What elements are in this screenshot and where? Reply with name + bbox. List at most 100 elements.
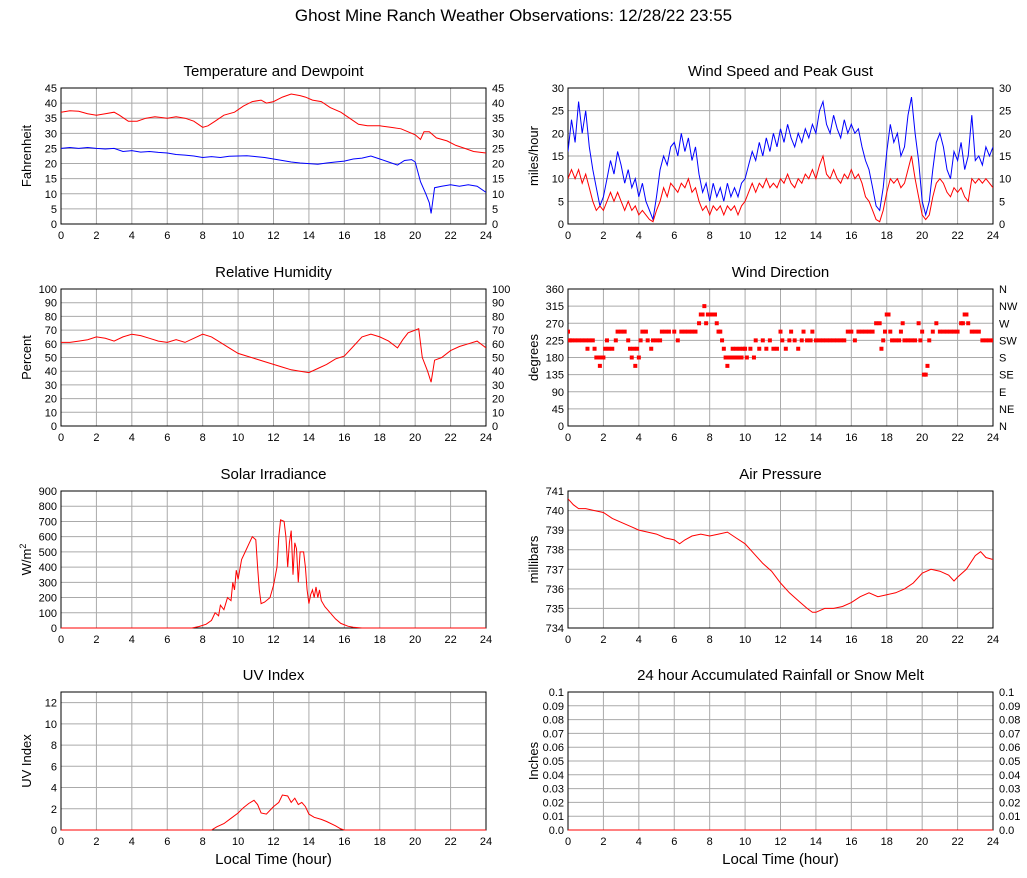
y-tick-label: 0.06 xyxy=(543,742,564,754)
data-point xyxy=(744,355,749,360)
x-tick-label: 24 xyxy=(987,230,999,242)
y-tick-label: 0.05 xyxy=(543,756,564,768)
data-point xyxy=(969,329,974,334)
x-tick-label: 2 xyxy=(93,836,99,848)
x-tick-label: 4 xyxy=(129,836,135,848)
y-tick-label-right: 20 xyxy=(492,394,504,406)
y-tick-label: 225 xyxy=(546,335,564,347)
data-point xyxy=(792,338,797,343)
y-tick-label: 5 xyxy=(558,196,564,208)
data-point xyxy=(736,355,740,360)
x-tick-label: 6 xyxy=(164,634,170,646)
data-point xyxy=(596,355,601,360)
data-point xyxy=(991,338,993,343)
x-tick-label: 20 xyxy=(409,836,421,848)
data-point xyxy=(576,338,581,343)
data-point xyxy=(767,338,772,343)
y-axis-label: degrees xyxy=(526,334,541,381)
x-tick-label: 14 xyxy=(810,634,822,646)
y-tick-label-right: 10 xyxy=(492,407,504,419)
x-tick-label: 8 xyxy=(200,634,206,646)
data-point xyxy=(918,338,923,343)
y-tick-label-right: 0.02 xyxy=(999,797,1020,809)
y-tick-label-right: E xyxy=(999,387,1006,399)
data-point xyxy=(845,329,850,334)
x-tick-label: 6 xyxy=(671,432,677,444)
y-tick-label-right: N xyxy=(999,284,1007,296)
chart-title: Wind Speed and Peak Gust xyxy=(688,63,874,80)
data-point xyxy=(828,338,833,343)
y-tick-label: 40 xyxy=(45,98,57,110)
x-tick-label: 4 xyxy=(636,230,642,242)
data-point xyxy=(585,346,590,351)
y-tick-label: 70 xyxy=(45,325,57,337)
chart-title: Air Pressure xyxy=(739,466,822,483)
y-tick-label: 45 xyxy=(552,404,564,416)
x-tick-label: 16 xyxy=(845,432,857,444)
x-tick-label: 16 xyxy=(338,836,350,848)
y-tick-label: 600 xyxy=(39,532,57,544)
data-point xyxy=(849,329,854,334)
x-tick-label: 14 xyxy=(303,634,315,646)
series-line-1 xyxy=(61,327,486,383)
y-tick-label: 45 xyxy=(45,83,57,95)
y-tick-label: 90 xyxy=(552,387,564,399)
data-point xyxy=(838,338,843,343)
y-tick-label-right: 40 xyxy=(492,366,504,378)
y-tick-label: 0 xyxy=(51,623,57,635)
data-point xyxy=(573,338,578,343)
x-tick-label: 12 xyxy=(774,836,786,848)
x-tick-label: 24 xyxy=(480,634,492,646)
x-tick-label: 0 xyxy=(58,634,64,646)
chart-rain: 24 hour Accumulated Rainfall or Snow Mel… xyxy=(526,667,1020,868)
x-tick-label: 0 xyxy=(58,230,64,242)
y-tick-label: 100 xyxy=(39,608,57,620)
x-tick-label: 20 xyxy=(916,836,928,848)
x-tick-label: 6 xyxy=(671,230,677,242)
y-tick-label: 700 xyxy=(39,516,57,528)
y-tick-label: 315 xyxy=(546,301,564,313)
x-tick-label: 22 xyxy=(444,230,456,242)
data-point xyxy=(863,329,868,334)
y-tick-label: 0.02 xyxy=(543,797,564,809)
data-point xyxy=(734,346,739,351)
data-point xyxy=(643,329,648,334)
data-point xyxy=(821,338,825,343)
y-tick-label: 0.03 xyxy=(543,784,564,796)
data-point xyxy=(787,338,792,343)
x-tick-label: 24 xyxy=(987,634,999,646)
data-point xyxy=(659,329,664,334)
x-tick-label: 20 xyxy=(409,634,421,646)
y-tick-label: 30 xyxy=(45,128,57,140)
y-tick-label: 741 xyxy=(546,486,564,498)
y-tick-label-right: 0.05 xyxy=(999,756,1020,768)
data-point xyxy=(718,329,723,334)
y-tick-label: 80 xyxy=(45,311,57,323)
y-tick-label-right: 90 xyxy=(492,298,504,310)
x-tick-label: 20 xyxy=(409,432,421,444)
x-tick-label: 16 xyxy=(845,230,857,242)
data-point xyxy=(870,329,875,334)
y-tick-label-right: SE xyxy=(999,370,1014,382)
data-point xyxy=(944,329,949,334)
x-tick-label: 4 xyxy=(129,432,135,444)
x-tick-label: 4 xyxy=(636,432,642,444)
x-tick-label: 6 xyxy=(164,432,170,444)
data-point xyxy=(909,338,914,343)
data-point xyxy=(760,338,765,343)
plot-frame xyxy=(567,87,994,225)
y-tick-label: 6 xyxy=(51,761,57,773)
y-tick-label-right: 15 xyxy=(492,174,504,186)
data-point xyxy=(633,363,638,368)
data-point xyxy=(930,329,935,334)
data-point xyxy=(730,346,735,351)
x-tick-label: 12 xyxy=(774,230,786,242)
y-tick-label-right: 5 xyxy=(492,204,498,216)
data-point xyxy=(700,312,705,317)
y-tick-label: 500 xyxy=(39,547,57,559)
data-point xyxy=(882,329,887,334)
y-tick-label-right: 0 xyxy=(492,421,498,433)
y-tick-label-right: 20 xyxy=(999,128,1011,140)
